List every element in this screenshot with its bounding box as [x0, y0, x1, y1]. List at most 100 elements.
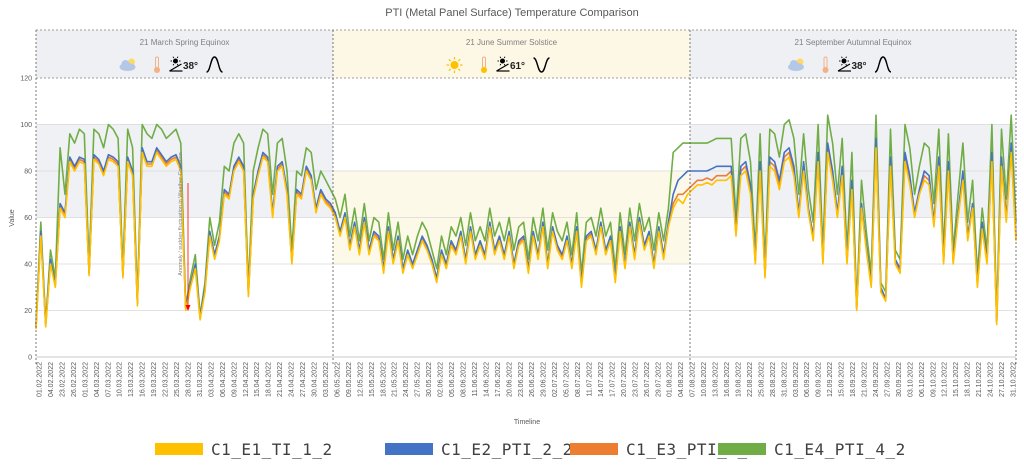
x-tick-label: 14.07.2022 — [598, 362, 605, 397]
x-tick-label: 05.06.2022 — [449, 362, 456, 397]
chart-title: PTI (Metal Panel Surface) Temperature Co… — [385, 7, 639, 19]
x-tick-label: 17.06.2022 — [495, 362, 502, 397]
x-tick-label: 09.05.2022 — [346, 362, 353, 397]
x-tick-label: 15.05.2022 — [369, 362, 376, 397]
valley-curve-icon — [533, 57, 550, 73]
x-tick-label: 04.02.2022 — [48, 362, 55, 397]
x-tick-label: 07.08.2022 — [690, 362, 697, 397]
cloud-icon — [788, 58, 804, 71]
season-icons: 38° — [119, 56, 223, 73]
x-tick-label: 18.10.2022 — [965, 362, 972, 397]
anomaly-arrowhead — [185, 305, 191, 311]
x-tick-label: 11.07.2022 — [587, 362, 594, 397]
x-tick-label: 19.08.2022 — [735, 362, 742, 397]
x-tick-label: 27.10.2022 — [999, 362, 1006, 397]
x-tick-label: 13.03.2022 — [128, 362, 135, 397]
y-tick-label: 0 — [28, 355, 32, 362]
x-tick-label: 30.09.2022 — [896, 362, 903, 397]
x-tick-label: 11.06.2022 — [472, 362, 479, 397]
x-tick-label: 21.05.2022 — [392, 362, 399, 397]
legend-swatch — [570, 443, 618, 455]
anomaly-annotation: Anomaly / sudden fluctuation in Weather … — [178, 152, 191, 311]
x-tick-label: 26.06.2022 — [529, 362, 536, 397]
x-tick-label: 26.02.2022 — [71, 362, 78, 397]
legend-swatch — [718, 443, 766, 455]
x-tick-label: 10.08.2022 — [701, 362, 708, 397]
x-tick-label: 18.05.2022 — [380, 362, 387, 397]
x-tick-label: 12.04.2022 — [243, 362, 250, 397]
x-tick-label: 14.06.2022 — [483, 362, 490, 397]
x-tick-label: 16.08.2022 — [724, 362, 731, 397]
x-tick-label: 24.09.2022 — [873, 362, 880, 397]
x-tick-label: 20.07.2022 — [621, 362, 628, 397]
x-tick-label: 15.04.2022 — [254, 362, 261, 397]
season-label: 21 June Summer Solstice — [466, 38, 558, 47]
x-tick-label: 18.09.2022 — [850, 362, 857, 397]
x-tick-label: 06.04.2022 — [220, 362, 227, 397]
x-tick-label: 23.02.2022 — [59, 362, 66, 397]
y-axis-label: Value — [9, 209, 16, 226]
x-tick-label: 27.04.2022 — [300, 362, 307, 397]
x-tick-label: 17.07.2022 — [609, 362, 616, 397]
x-tick-label: 22.08.2022 — [747, 362, 754, 397]
peak-curve-icon — [874, 56, 892, 73]
x-tick-label: 23.06.2022 — [518, 362, 525, 397]
x-tick-label: 10.03.2022 — [117, 362, 124, 397]
legend-item: C1_E1_TI_1_2 — [155, 434, 333, 464]
x-tick-label: 16.03.2022 — [140, 362, 147, 397]
x-tick-label: 01.03.2022 — [82, 362, 89, 397]
legend-label: C1_E2_PTI_2_2 — [441, 439, 573, 459]
x-tick-label: 12.05.2022 — [357, 362, 364, 397]
x-tick-label: 06.05.2022 — [334, 362, 341, 397]
sun-angle-icon — [837, 56, 851, 72]
legend-label: C1_E1_TI_1_2 — [211, 439, 333, 459]
x-tick-label: 30.04.2022 — [312, 362, 319, 397]
x-tick-label: 09.10.2022 — [930, 362, 937, 397]
series-line-c1-e1-ti-1-2 — [35, 147, 1017, 330]
x-tick-label: 23.07.2022 — [632, 362, 639, 397]
season-panels — [36, 29, 1016, 78]
x-tick-label: 24.04.2022 — [289, 362, 296, 397]
season-header-background — [333, 30, 690, 78]
season-label: 21 March Spring Equinox — [140, 38, 230, 47]
temperature-label: 38° — [183, 61, 198, 72]
series-lines — [35, 114, 1017, 330]
thermometer-icon — [154, 56, 160, 73]
anomaly-text: Anomaly / sudden fluctuation in Weather … — [178, 152, 184, 275]
thermometer-icon — [481, 56, 487, 73]
x-tick-label: 03.09.2022 — [793, 362, 800, 397]
y-tick-label: 120 — [20, 76, 32, 83]
x-tick-label: 21.10.2022 — [976, 362, 983, 397]
y-tick-label: 100 — [20, 122, 32, 129]
x-tick-label: 31.03.2022 — [197, 362, 204, 397]
season-header-background — [690, 30, 1016, 78]
x-tick-label: 03.10.2022 — [907, 362, 914, 397]
x-tick-label: 28.03.2022 — [185, 362, 192, 397]
x-tick-label: 30.05.2022 — [426, 362, 433, 397]
season-header-background — [36, 30, 333, 78]
x-tick-label: 27.09.2022 — [884, 362, 891, 397]
x-axis-label: Timeline — [514, 419, 540, 426]
x-tick-label: 25.03.2022 — [174, 362, 181, 397]
legend-swatch — [155, 443, 203, 455]
x-tick-label: 21.09.2022 — [862, 362, 869, 397]
x-tick-label: 28.08.2022 — [770, 362, 777, 397]
x-tick-label: 29.07.2022 — [655, 362, 662, 397]
sun-angle-icon — [169, 56, 183, 72]
chart-legend: C1_E1_TI_1_2 C1_E2_PTI_2_2 C1_E3_PTI_3_2 C1… — [0, 434, 1024, 464]
thermometer-icon — [822, 56, 829, 73]
x-tick-label: 09.04.2022 — [231, 362, 238, 397]
x-tick-label: 18.04.2022 — [266, 362, 273, 397]
season-headers: 21 March Spring Equinox 38° 21 June Summer… — [119, 38, 911, 73]
y-tick-label: 60 — [24, 215, 32, 222]
x-tick-label: 19.03.2022 — [151, 362, 158, 397]
x-tick-label: 13.08.2022 — [713, 362, 720, 397]
y-tick-label: 40 — [24, 262, 32, 269]
peak-curve-icon — [206, 56, 223, 73]
x-tick-label: 31.10.2022 — [1011, 362, 1018, 397]
gridlines — [36, 77, 1016, 358]
temperature-label: 38° — [851, 61, 866, 72]
y-tick-labels: 0 20 40 60 80 100 120 — [20, 76, 32, 362]
x-tick-label: 05.07.2022 — [564, 362, 571, 397]
x-tick-label: 06.09.2022 — [804, 362, 811, 397]
